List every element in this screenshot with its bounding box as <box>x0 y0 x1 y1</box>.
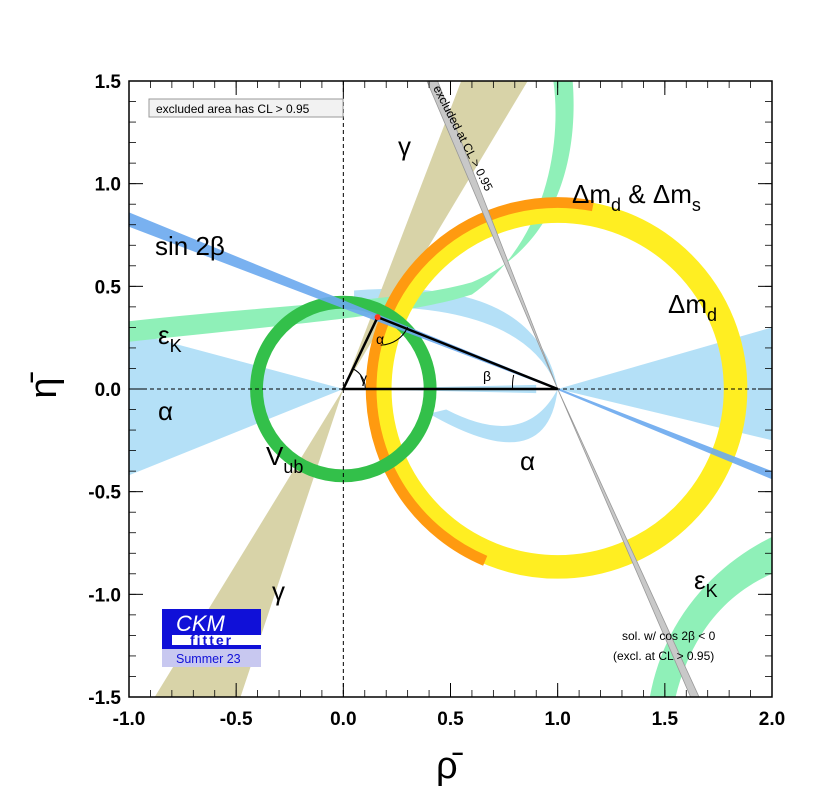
label-sin2beta: sin 2β <box>155 231 225 261</box>
tri-alpha-label: α <box>376 331 384 347</box>
y-tick-label: 1.5 <box>95 72 122 93</box>
label-dmds-sub1: d <box>611 195 621 215</box>
label-dmd-dms: Δmd & Δms <box>572 179 701 215</box>
x-tick-label: 0.5 <box>437 709 464 730</box>
logo-fitter-text: fitter <box>190 632 233 648</box>
sol-note-line1: sol. w/ cos 2β < 0 <box>622 629 716 643</box>
alpha-band-right <box>557 327 772 441</box>
x-axis-title: ρ̄ <box>436 745 464 787</box>
label-dmds-main: Δm <box>572 179 611 209</box>
y-tick-label: -0.5 <box>88 483 121 504</box>
tri-beta-label: β <box>483 368 491 384</box>
constraint-bands <box>129 81 772 697</box>
y-tick-label: 0.5 <box>95 277 122 298</box>
x-tick-label: 1.0 <box>544 709 570 730</box>
label-vub: Vub <box>266 441 303 477</box>
y-axis-title-text: η̄ <box>23 371 65 398</box>
unitarity-triangle <box>341 315 559 391</box>
beta-angle-arc <box>512 374 515 390</box>
logo-top-block <box>162 609 261 635</box>
x-tick-label: 0.0 <box>330 709 356 730</box>
label-vub-main: V <box>266 441 284 471</box>
ckmfitter-logo: CKM fitter Summer 23 <box>162 609 261 667</box>
x-axis-title-text: ρ̄ <box>436 745 464 787</box>
triangle-angle-labels: α β γ <box>360 331 491 386</box>
label-vub-sub: ub <box>283 457 303 477</box>
label-dmd-main: Δm <box>668 289 707 319</box>
alpha-crescent-upper <box>354 288 558 389</box>
label-dmds-amp: & Δm <box>621 179 692 209</box>
logo-ckm-text: CKM <box>176 611 226 636</box>
sol-note-line2: (excl. at CL > 0.95) <box>613 649 714 663</box>
label-epsk-right-main: ε <box>694 565 706 595</box>
label-epsk-right-sub: K <box>706 581 718 601</box>
logo-bottom-block <box>162 649 261 667</box>
band-labels: sin 2β α α γ γ εK εK Vub Δmd Δmd & Δms <box>155 131 718 606</box>
label-dmd: Δmd <box>668 289 717 325</box>
label-dmd-sub: d <box>707 305 717 325</box>
epsk-band-lower <box>649 536 772 697</box>
x-tick-label: 2.0 <box>759 709 785 730</box>
tri-gamma-label: γ <box>360 370 367 386</box>
label-dmds-sub2: s <box>692 195 701 215</box>
x-tick-label: -1.0 <box>113 709 146 730</box>
logo-mid-white <box>172 635 261 645</box>
alpha-band-left <box>129 331 344 476</box>
apex-point <box>374 314 381 321</box>
x-tick-label: -0.5 <box>220 709 253 730</box>
dmd-dms-arc <box>365 197 595 566</box>
excluded-note-box <box>148 98 344 118</box>
label-epsk-right: εK <box>694 565 718 601</box>
excluded-note: excluded area has CL > 0.95 <box>148 98 344 118</box>
alpha-crescent-lower <box>429 389 558 443</box>
x-tick-label: 1.5 <box>652 709 679 730</box>
label-epsk-left-main: ε <box>158 320 170 350</box>
y-tick-label: 1.0 <box>95 175 121 196</box>
y-tick-label: -1.0 <box>88 585 121 606</box>
label-gamma-bottom: γ <box>272 576 285 606</box>
excluded-note-text: excluded area has CL > 0.95 <box>156 102 310 116</box>
label-epsk-left: εK <box>158 320 182 356</box>
axes: -1.0 -0.5 0.0 0.5 1.0 1.5 2.0 1.5 1.0 0.5 0.0 -0.5 -… <box>88 72 785 730</box>
y-tick-label: -1.5 <box>88 688 121 709</box>
y-tick-label: 0.0 <box>95 380 121 401</box>
gamma-angle-arc <box>353 368 366 390</box>
label-epsk-left-sub: K <box>170 336 182 356</box>
label-alpha-right: α <box>520 446 535 476</box>
logo-summer-text: Summer 23 <box>176 652 241 666</box>
y-axis-title: η̄ <box>23 371 65 398</box>
label-alpha-left: α <box>158 396 173 426</box>
label-gamma-top: γ <box>398 131 411 161</box>
alpha-angle-arc <box>380 326 409 346</box>
